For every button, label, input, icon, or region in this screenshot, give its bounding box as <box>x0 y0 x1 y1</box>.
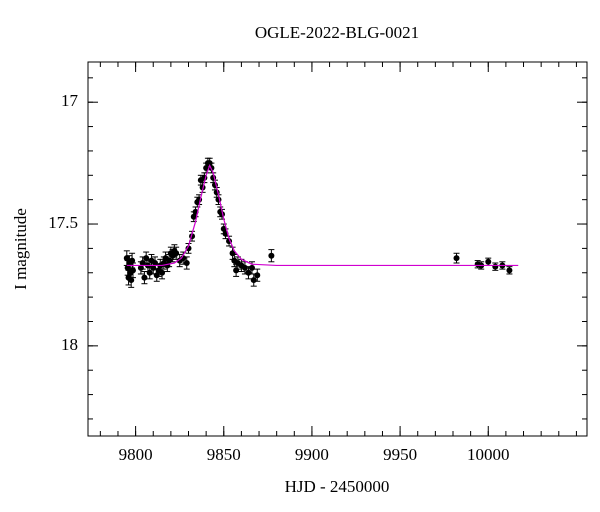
data-point <box>241 264 248 271</box>
data-point <box>129 267 136 274</box>
data-point <box>123 255 130 262</box>
x-tick-label: 9800 <box>119 445 153 464</box>
data-point <box>173 250 180 257</box>
data-point <box>492 263 499 270</box>
y-tick-label: 17.5 <box>48 213 78 232</box>
data-point <box>185 245 192 252</box>
data-point <box>128 277 135 284</box>
y-tick-label: 17 <box>61 91 79 110</box>
x-tick-label: 9850 <box>207 445 241 464</box>
model-line <box>126 164 519 267</box>
x-tick-label: 9950 <box>383 445 417 464</box>
data-point <box>453 255 460 262</box>
x-tick-label: 10000 <box>467 445 510 464</box>
data-point <box>159 269 166 276</box>
x-tick-label: 9900 <box>295 445 329 464</box>
data-point <box>250 277 257 284</box>
plot-frame <box>87 61 588 437</box>
chart-title: OGLE-2022-BLG-0021 <box>255 23 419 42</box>
y-tick-label: 18 <box>61 335 78 354</box>
data-point <box>245 269 252 276</box>
data-point <box>506 267 513 274</box>
data-point <box>141 274 148 281</box>
data-point <box>183 260 190 267</box>
data-point <box>268 252 275 259</box>
y-axis-label: I magnitude <box>11 208 30 290</box>
data-point <box>248 264 255 271</box>
data-point <box>254 272 261 279</box>
data-point <box>129 257 136 264</box>
data-point <box>485 258 492 265</box>
data-point <box>146 269 153 276</box>
x-axis-label: HJD - 2450000 <box>285 477 390 496</box>
